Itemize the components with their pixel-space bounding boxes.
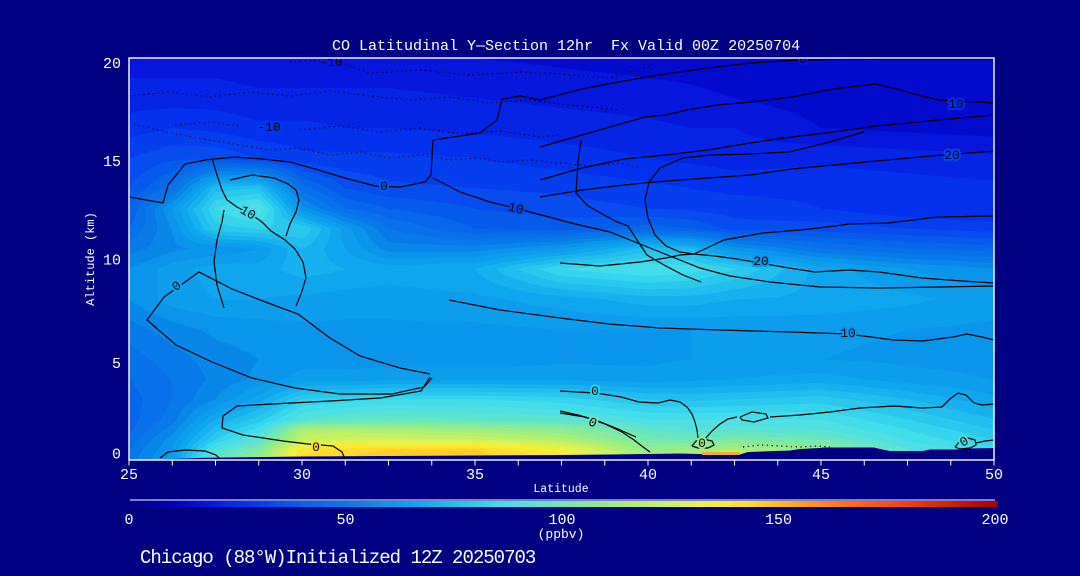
svg-text:-10: -10: [257, 120, 280, 135]
svg-text:CO Latitudinal Y—Section 12hr: CO Latitudinal Y—Section 12hr Fx Valid 0…: [332, 38, 800, 55]
svg-text:150: 150: [765, 512, 792, 529]
svg-text:10: 10: [506, 199, 525, 217]
svg-text:10: 10: [840, 326, 856, 341]
svg-text:20: 20: [103, 56, 121, 73]
svg-text:-10: -10: [319, 55, 342, 70]
svg-text:20: 20: [753, 254, 769, 269]
svg-text:Altitude (km): Altitude (km): [84, 212, 98, 306]
svg-text:0: 0: [380, 179, 388, 194]
svg-text:0: 0: [591, 384, 599, 399]
svg-text:25: 25: [120, 467, 138, 484]
svg-text:30: 30: [293, 467, 311, 484]
svg-text:100: 100: [548, 512, 575, 529]
svg-text:50: 50: [336, 512, 354, 529]
svg-text:10: 10: [948, 97, 964, 112]
svg-text:15: 15: [103, 154, 121, 171]
svg-text:40: 40: [639, 467, 657, 484]
svg-text:50: 50: [985, 467, 1003, 484]
svg-text:Latitude: Latitude: [533, 483, 588, 496]
svg-text:(ppbv): (ppbv): [538, 527, 585, 542]
svg-text:5: 5: [112, 356, 121, 373]
svg-text:Chicago (88°W)Initialized 12Z: Chicago (88°W)Initialized 12Z 20250703: [140, 547, 536, 569]
svg-text:10: 10: [103, 253, 121, 270]
svg-text:0: 0: [312, 440, 320, 455]
svg-text:200: 200: [981, 512, 1008, 529]
svg-text:0: 0: [698, 436, 706, 451]
svg-text:20: 20: [944, 148, 960, 163]
svg-text:0: 0: [799, 52, 807, 67]
svg-text:0: 0: [112, 447, 121, 464]
svg-text:45: 45: [812, 467, 830, 484]
svg-text:35: 35: [466, 467, 484, 484]
svg-text:0: 0: [124, 512, 133, 529]
